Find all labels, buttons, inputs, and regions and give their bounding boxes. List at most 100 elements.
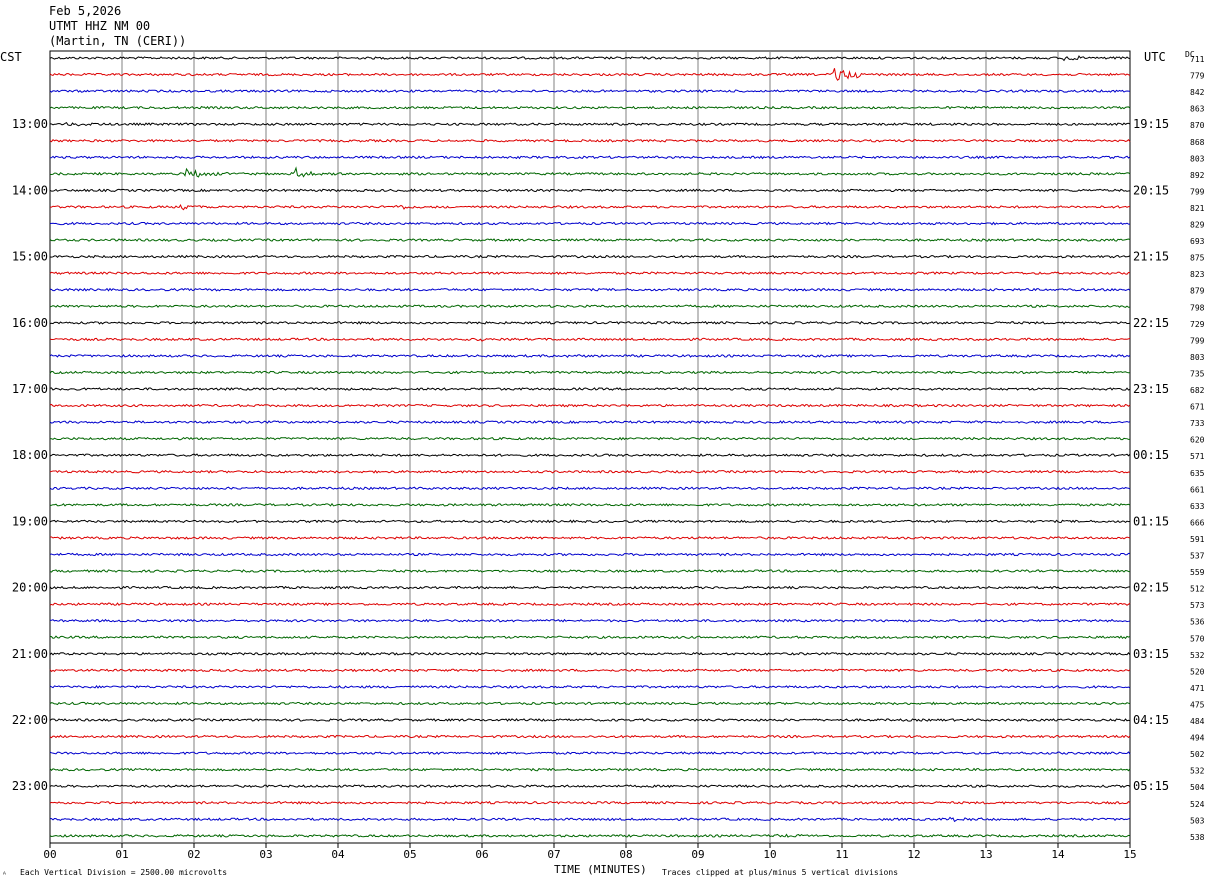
x-tick-label-02: 02 [187,848,200,861]
dc-offset-row-6: 868 [1190,138,1205,147]
x-tick-label-06: 06 [475,848,488,861]
dc-offset-row-38: 520 [1190,667,1205,676]
trace-row-45 [49,784,1131,789]
left-hour-label-1800: 18:00 [12,448,48,462]
left-hour-label-2300: 23:00 [12,779,48,793]
dc-offset-row-8: 892 [1190,171,1205,180]
trace-row-38 [49,668,1131,673]
dc-offset-row-43: 502 [1190,750,1205,759]
plot-frame [49,50,1131,844]
dc-offset-row-26: 635 [1190,469,1205,478]
left-hour-label-2100: 21:00 [12,647,48,661]
trace-row-2 [49,68,1131,81]
dc-offset-row-27: 661 [1190,485,1205,494]
left-timezone-label: CST [0,50,22,64]
scale-note: Each Vertical Division = 2500.00 microvo… [20,868,228,877]
plot-date: Feb 5,2026 [49,4,122,18]
dc-offset-row-45: 504 [1190,783,1205,792]
station-id: UTMT HHZ NM 00 [49,19,151,33]
trace-row-48 [49,833,1131,838]
trace-row-28 [49,502,1131,507]
trace-row-18 [49,337,1131,342]
dc-offset-row-2: 779 [1190,72,1205,81]
left-hour-label-1700: 17:00 [12,382,48,396]
dc-offset-row-10: 821 [1190,204,1205,213]
right-hour-label-1915: 19:15 [1133,117,1169,131]
trace-row-10 [49,204,1131,211]
trace-row-17 [49,320,1131,325]
x-tick-label-03: 03 [259,848,272,861]
trace-row-39 [49,685,1131,689]
right-hour-label-0115: 01:15 [1133,514,1169,528]
right-hour-label-2215: 22:15 [1133,316,1169,330]
dc-offset-row-47: 503 [1190,816,1205,825]
x-tick-label-07: 07 [547,848,560,861]
dc-offset-row-29: 666 [1190,518,1205,527]
x-tick-label-09: 09 [691,848,704,861]
dc-offset-row-44: 532 [1190,767,1205,776]
trace-row-24 [49,436,1130,441]
trace-row-11 [49,221,1131,226]
trace-row-34 [49,602,1131,607]
trace-row-30 [49,536,1131,540]
trace-row-32 [49,569,1131,573]
x-tick-label-08: 08 [619,848,632,861]
x-tick-label-14: 14 [1051,848,1065,861]
dc-offset-row-36: 570 [1190,634,1205,643]
trace-row-27 [49,486,1131,491]
dc-offset-row-21: 682 [1190,386,1205,395]
trace-row-37 [49,651,1131,656]
trace-row-4 [49,105,1131,110]
dc-offset-row-35: 536 [1190,618,1205,627]
right-hour-label-0015: 00:15 [1133,448,1169,462]
dc-offset-row-15: 879 [1190,287,1205,296]
trace-row-5 [49,121,1131,127]
trace-row-15 [49,287,1131,292]
trace-row-20 [49,370,1131,375]
right-hour-label-2115: 21:15 [1133,250,1169,264]
clip-note: Traces clipped at plus/minus 5 vertical … [662,868,899,877]
trace-row-36 [49,635,1131,640]
dc-offset-row-3: 842 [1190,88,1205,97]
dc-offset-row-7: 803 [1190,154,1205,163]
dc-offset-row-34: 573 [1190,601,1205,610]
right-hour-label-2315: 23:15 [1133,382,1169,396]
trace-row-8 [49,166,1131,178]
dc-offset-row-17: 729 [1190,320,1205,329]
right-hour-label-0515: 05:15 [1133,779,1169,793]
dc-offset-row-14: 823 [1190,270,1205,279]
dc-offset-row-28: 633 [1190,502,1205,511]
x-tick-label-00: 00 [43,848,56,861]
trace-row-42 [49,734,1131,739]
trace-row-16 [49,304,1131,309]
corner-mark: ᴬ [2,870,7,879]
trace-row-19 [49,354,1131,358]
trace-row-44 [49,767,1131,772]
dc-offset-row-30: 591 [1190,535,1205,544]
trace-row-23 [49,420,1131,424]
x-tick-label-04: 04 [331,848,345,861]
left-hour-label-1900: 19:00 [12,514,48,528]
dc-offset-row-41: 484 [1190,717,1205,726]
x-tick-label-15: 15 [1123,848,1136,861]
dc-offset-row-16: 798 [1190,303,1205,312]
trace-row-40 [49,701,1131,706]
trace-row-46 [49,800,1131,805]
station-location: (Martin, TN (CERI)) [49,34,187,48]
dc-offset-row-1: 711 [1190,55,1205,64]
left-hour-label-1500: 15:00 [12,250,48,264]
dc-offset-row-24: 620 [1190,436,1205,445]
trace-row-3 [49,89,1131,93]
dc-offset-row-19: 803 [1190,353,1205,362]
dc-offset-header: DC [1185,50,1195,59]
trace-row-26 [49,469,1131,474]
x-axis-title: TIME (MINUTES) [554,863,647,876]
trace-row-22 [49,403,1131,408]
trace-row-6 [49,138,1131,143]
left-hour-label-1400: 14:00 [12,183,48,197]
dc-offset-row-37: 532 [1190,651,1205,660]
dc-offset-row-20: 735 [1190,369,1205,378]
x-tick-label-12: 12 [907,848,920,861]
trace-row-33 [49,585,1131,590]
